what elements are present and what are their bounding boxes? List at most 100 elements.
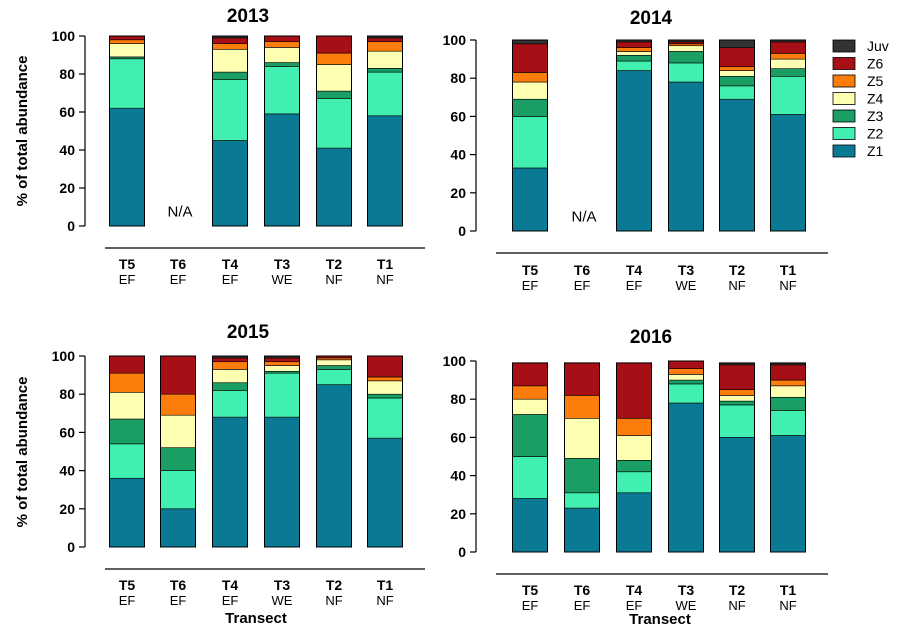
bar-outline-t4 [212, 355, 248, 548]
bar-segment-z4-t2 [719, 395, 755, 402]
bar-segment-z5-t1 [770, 53, 806, 60]
bar-segment-z4-t1 [770, 58, 806, 69]
x-tick-label: T4 [626, 262, 643, 278]
legend-label-z6: Z6 [867, 56, 884, 72]
legend-label-z2: Z2 [867, 126, 884, 142]
x-tick-label: T1 [377, 256, 394, 272]
bar-segment-z2-t4 [212, 390, 248, 418]
x-sublabel: EF [522, 278, 539, 293]
bar-outline-t4 [212, 35, 248, 227]
bar-segment-z3-t4 [616, 460, 652, 473]
y-tick-label: 80 [450, 70, 466, 86]
bar-outline-t1 [367, 35, 403, 227]
x-tick-label: T3 [678, 262, 695, 278]
bar-segment-z1-t3 [264, 113, 300, 227]
y-tick-label: 20 [450, 185, 466, 201]
y-tick-label: 60 [450, 108, 466, 124]
legend-swatch-z4 [832, 92, 856, 105]
bar-outline-t3 [668, 360, 704, 553]
bar-segment-z1-t5 [512, 498, 548, 553]
legend-swatch-juv [832, 39, 856, 53]
bar-segment-z4-t3 [264, 365, 300, 372]
bar-segment-z5-t4 [212, 43, 248, 50]
x-tick-label: T6 [170, 256, 187, 272]
bar-segment-z5-t5 [109, 39, 145, 44]
bar-segment-z3-t4 [212, 382, 248, 391]
chart-title: 2015 [227, 322, 270, 343]
legend-swatch-z1 [832, 144, 856, 158]
bar-segment-z6-t2 [719, 364, 755, 390]
bar-segment-z3-t5 [512, 414, 548, 457]
bar-segment-z5-t3 [668, 368, 704, 375]
bar-segment-z1-t1 [770, 435, 806, 553]
bar-segment-z1-t4 [616, 70, 652, 232]
bar-segment-z3-t2 [719, 400, 755, 406]
bar-segment-z4-t3 [668, 374, 704, 381]
bar-segment-z6-t4 [616, 41, 652, 48]
bar-outline-t1 [770, 362, 806, 553]
bar-segment-z1-t3 [668, 402, 704, 553]
legend-label-juv: Juv [867, 38, 889, 54]
bar-segment-z4-t4 [212, 369, 248, 384]
chart-title: 2016 [630, 327, 672, 348]
bar-segment-z5-t2 [316, 52, 352, 65]
bar-outline-t5 [109, 355, 145, 548]
x-sublabel: EF [119, 272, 136, 287]
bar-segment-z2-t6 [564, 492, 600, 509]
bar-segment-z4-t4 [616, 435, 652, 461]
bar-segment-z3-t3 [264, 62, 300, 67]
bar-segment-z2-t4 [212, 79, 248, 141]
chart-title: 2014 [630, 8, 673, 29]
bar-segment-z2-t5 [109, 443, 145, 479]
bar-outline-t1 [770, 39, 806, 232]
x-tick-label: T5 [522, 262, 539, 278]
bar-segment-z4-t6 [160, 414, 196, 448]
bar-segment-z1-t1 [367, 115, 403, 227]
bar-segment-z1-t2 [719, 98, 755, 232]
bar-segment-z5-t5 [512, 385, 548, 400]
x-sublabel: NF [728, 278, 745, 293]
y-tick-label: 0 [67, 218, 75, 234]
bar-segment-z4-t3 [264, 47, 300, 63]
y-tick-label: 0 [67, 539, 75, 555]
y-tick-label: 20 [59, 180, 75, 196]
x-tick-label: T1 [780, 262, 797, 278]
bar-segment-z1-t1 [770, 114, 806, 232]
bar-segment-z4-t4 [212, 48, 248, 73]
bar-segment-z4-t2 [316, 359, 352, 366]
bar-segment-z6-t2 [719, 47, 755, 68]
bar-segment-z1-t4 [212, 416, 248, 548]
bar-segment-z6-t5 [109, 355, 145, 374]
x-sublabel: EF [574, 278, 591, 293]
bar-segment-z3-t3 [668, 51, 704, 64]
y-tick-label: 40 [59, 142, 75, 158]
bar-segment-z6-t1 [367, 37, 403, 43]
bar-segment-z6-t4 [212, 357, 248, 363]
bar-segment-z2-t3 [668, 62, 704, 83]
bar-segment-z5-t4 [212, 361, 248, 370]
bar-segment-z2-t5 [512, 456, 548, 499]
bar-segment-z1-t4 [212, 140, 248, 227]
x-tick-label: T6 [574, 262, 591, 278]
y-tick-label: 60 [59, 424, 75, 440]
bar-segment-z2-t1 [770, 410, 806, 436]
bar-segment-z4-t5 [512, 81, 548, 100]
x-tick-label: T4 [222, 577, 239, 593]
y-tick-label: 40 [450, 147, 466, 163]
bar-segment-z5-t1 [367, 41, 403, 52]
bar-segment-z3-t1 [367, 68, 403, 73]
bar-segment-z3-t1 [770, 396, 806, 411]
bar-segment-z6-t1 [770, 364, 806, 381]
bar-segment-z3-t4 [212, 71, 248, 80]
bar-outline-t4 [616, 39, 652, 232]
bar-segment-z2-t3 [264, 372, 300, 418]
chart-title: 2013 [227, 6, 269, 27]
x-tick-label: T5 [119, 577, 136, 593]
bar-segment-z4-t2 [719, 70, 755, 77]
bar-outline-t2 [316, 35, 352, 227]
y-axis-label: % of total abundance [14, 377, 31, 528]
x-tick-label: T4 [222, 256, 239, 272]
bar-outline-t5 [512, 39, 548, 232]
bar-segment-z2-t2 [719, 85, 755, 100]
